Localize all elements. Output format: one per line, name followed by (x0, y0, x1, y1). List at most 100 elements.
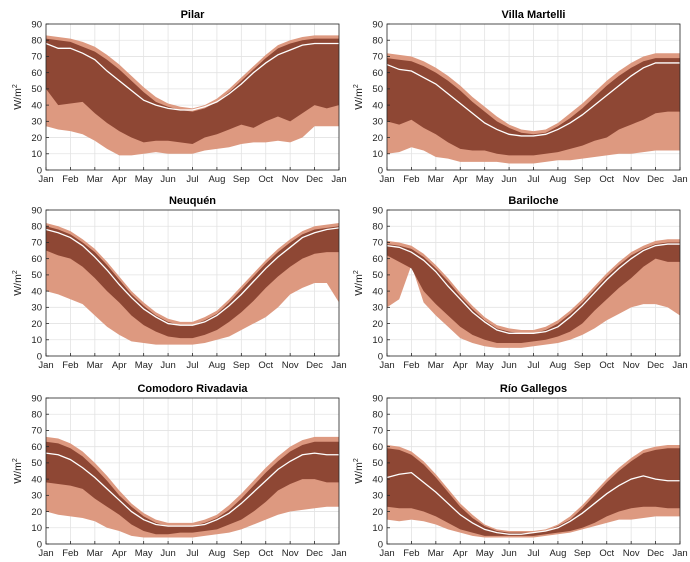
y-tick-label: 50 (372, 84, 383, 95)
y-tick-label: 0 (37, 539, 42, 550)
x-tick-label: Jun (501, 174, 516, 185)
x-tick-label: Oct (258, 174, 273, 185)
panel-0: 0 10 20 30 40 50 60 70 80 90 Jan Feb Mar Apr May Jun Jul… (12, 9, 347, 185)
y-tick-label: 90 (31, 19, 42, 30)
x-tick-label: Apr (453, 360, 468, 371)
y-tick-label: 60 (31, 68, 42, 79)
y-tick-label: 40 (31, 286, 42, 297)
y-tick-label: 40 (372, 286, 383, 297)
y-tick-label: 80 (31, 36, 42, 47)
y-tick-label: 10 (31, 149, 42, 160)
y-tick-label: 20 (31, 319, 42, 330)
x-tick-label: Jan (331, 174, 346, 185)
y-tick-label: 40 (372, 474, 383, 485)
x-tick-label: Feb (403, 174, 419, 185)
x-tick-label: Dec (306, 360, 323, 371)
y-tick-label: 40 (372, 100, 383, 111)
x-tick-label: Mar (87, 360, 103, 371)
x-tick-label: Feb (62, 548, 78, 559)
y-tick-label: 90 (372, 19, 383, 30)
x-tick-label: Apr (453, 174, 468, 185)
x-tick-label: Mar (428, 174, 444, 185)
x-tick-label: Jan (672, 548, 687, 559)
panel-title: Río Gallegos (500, 383, 567, 395)
y-tick-label: 0 (378, 351, 383, 362)
x-tick-label: Jul (527, 360, 539, 371)
x-tick-label: Sep (574, 548, 591, 559)
x-tick-label: Dec (306, 174, 323, 185)
x-tick-label: Nov (282, 548, 299, 559)
x-tick-label: Oct (599, 174, 614, 185)
y-axis-label: W/m2 (12, 84, 24, 110)
y-tick-label: 90 (31, 393, 42, 404)
median-line (45, 227, 340, 326)
y-tick-label: 70 (372, 238, 383, 249)
x-tick-label: Feb (403, 360, 419, 371)
interquartile-band (387, 242, 680, 344)
x-tick-label: Sep (233, 174, 250, 185)
x-tick-label: Jan (331, 548, 346, 559)
x-tick-label: Jan (38, 548, 53, 559)
x-tick-label: Nov (282, 174, 299, 185)
y-axis-label: W/m2 (12, 458, 24, 484)
y-tick-label: 90 (372, 205, 383, 216)
x-tick-label: Aug (549, 360, 566, 371)
x-tick-label: Sep (233, 548, 250, 559)
x-tick-label: Feb (62, 174, 78, 185)
x-tick-label: Aug (549, 548, 566, 559)
interquartile-band (46, 38, 339, 145)
x-tick-label: Jun (501, 548, 516, 559)
x-tick-label: Feb (403, 548, 419, 559)
y-tick-label: 60 (372, 442, 383, 453)
x-tick-label: May (476, 174, 494, 185)
y-tick-label: 80 (31, 410, 42, 421)
x-tick-label: Jan (672, 360, 687, 371)
x-tick-label: Nov (623, 548, 640, 559)
panel-5: 0 10 20 30 40 50 60 70 80 90 Jan Feb Mar Apr May Jun Jul… (353, 383, 688, 559)
interquartile-band (46, 441, 339, 535)
x-tick-label: May (135, 360, 153, 371)
median-line (45, 42, 339, 111)
y-tick-label: 70 (372, 426, 383, 437)
x-tick-label: Oct (599, 360, 614, 371)
x-tick-label: Jun (160, 548, 175, 559)
y-tick-label: 0 (378, 539, 383, 550)
x-tick-label: Mar (428, 548, 444, 559)
y-tick-label: 10 (372, 149, 383, 160)
x-tick-label: Jan (379, 360, 394, 371)
y-tick-label: 20 (372, 319, 383, 330)
x-tick-label: Jul (186, 360, 198, 371)
interquartile-band (387, 58, 680, 156)
panel-1: 0 10 20 30 40 50 60 70 80 90 Jan Feb Mar Apr May Jun Jul… (353, 9, 688, 185)
x-tick-label: Dec (647, 548, 664, 559)
x-tick-label: Aug (208, 548, 225, 559)
x-tick-label: Jan (379, 548, 394, 559)
y-tick-label: 0 (378, 165, 383, 176)
x-tick-label: Mar (87, 174, 103, 185)
panel-2: 0 10 20 30 40 50 60 70 80 90 Jan Feb Mar Apr May Jun Jul… (12, 195, 347, 371)
y-tick-label: 50 (31, 458, 42, 469)
y-tick-label: 60 (31, 254, 42, 265)
x-tick-label: Apr (112, 548, 127, 559)
x-tick-label: Nov (623, 360, 640, 371)
panel-title: Villa Martelli (502, 9, 566, 21)
y-tick-label: 50 (31, 84, 42, 95)
y-tick-label: 70 (31, 52, 42, 63)
x-tick-label: Aug (208, 360, 225, 371)
y-tick-label: 20 (372, 133, 383, 144)
y-tick-label: 40 (31, 474, 42, 485)
x-tick-label: May (135, 174, 153, 185)
panel-title: Pilar (181, 9, 206, 21)
y-tick-label: 30 (372, 303, 383, 314)
x-tick-label: Jun (501, 360, 516, 371)
x-tick-label: Mar (428, 360, 444, 371)
min-max-band (46, 222, 339, 345)
x-tick-label: May (135, 548, 153, 559)
x-tick-label: Mar (87, 548, 103, 559)
y-tick-label: 10 (31, 523, 42, 534)
x-tick-label: Sep (574, 360, 591, 371)
y-tick-label: 90 (31, 205, 42, 216)
x-tick-label: Jan (38, 360, 53, 371)
x-tick-label: Jan (331, 360, 346, 371)
